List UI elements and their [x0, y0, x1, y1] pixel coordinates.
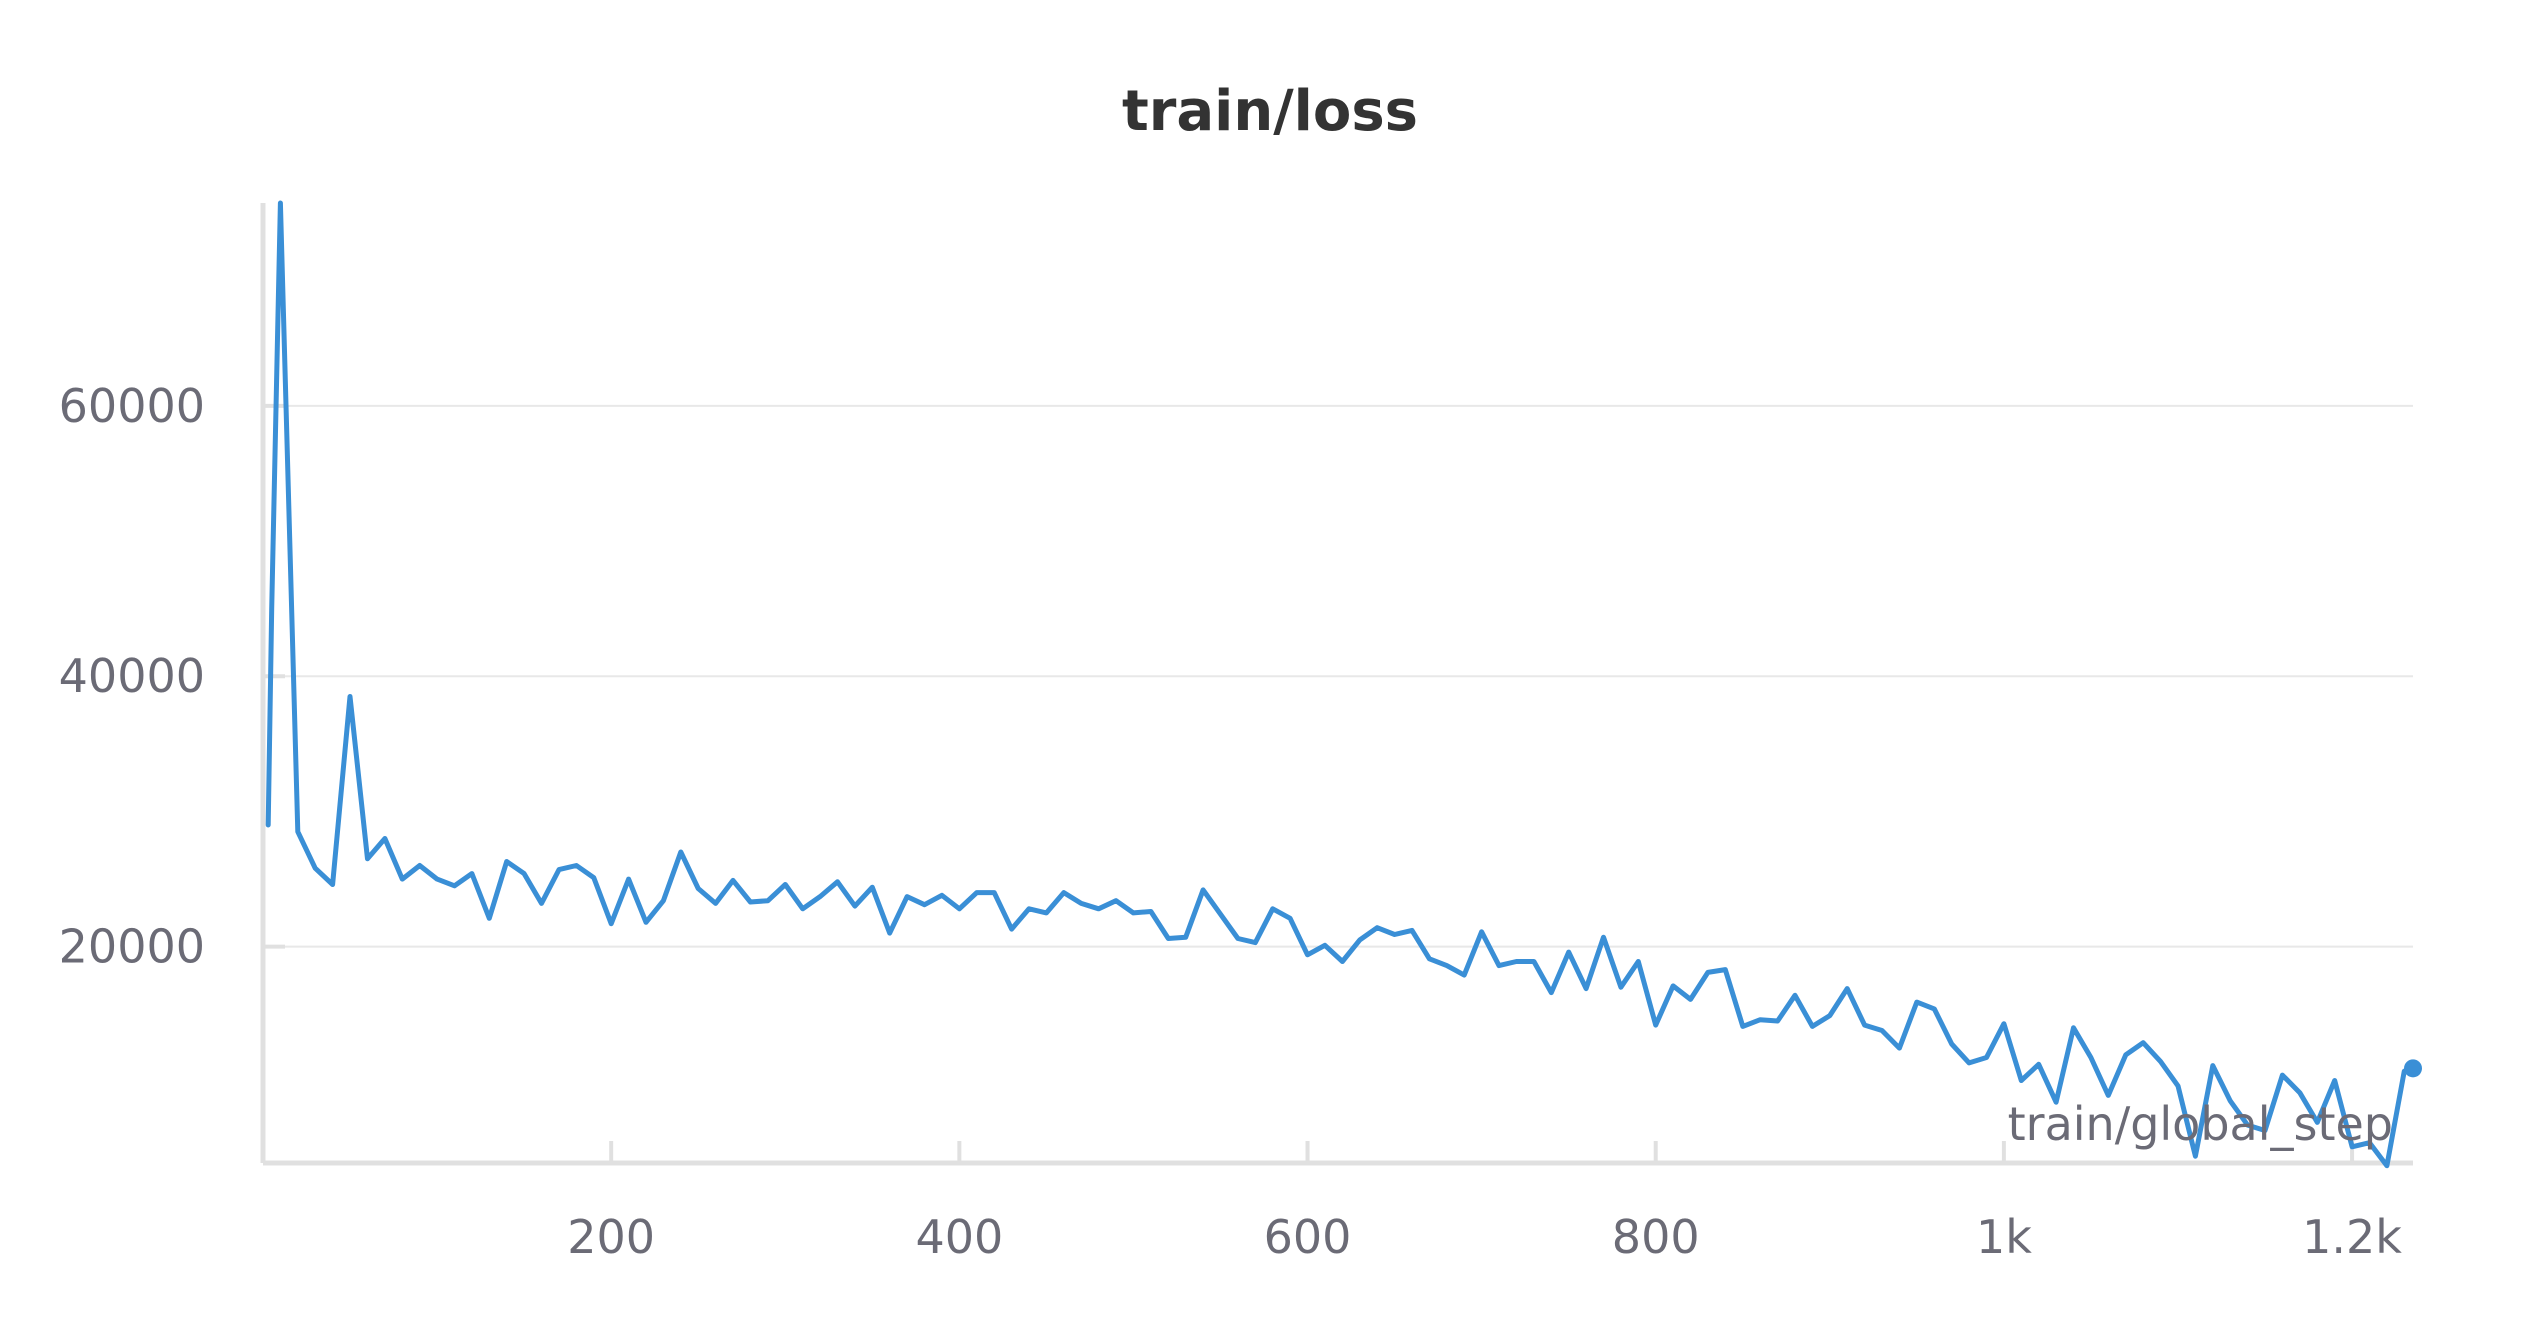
y-ticks: 20000 40000 60000	[59, 379, 285, 974]
axes	[260, 203, 2413, 1166]
x-tick-label: 800	[1612, 1210, 1700, 1264]
chart-title: train/loss	[1122, 79, 1418, 144]
x-axis-label: train/global_step	[2008, 1097, 2393, 1151]
x-ticks: 200 400 600 800 1k 1.2k	[567, 1141, 2402, 1264]
series-line	[265, 200, 2416, 1169]
series-group	[265, 200, 2422, 1169]
series-end-point	[2404, 1059, 2422, 1078]
x-tick-label: 1.2k	[2302, 1210, 2402, 1264]
x-tick-label: 400	[915, 1210, 1003, 1264]
grid-lines	[263, 404, 2413, 948]
x-tick-label: 600	[1264, 1210, 1352, 1264]
y-tick-label: 20000	[59, 920, 205, 974]
x-tick-label: 200	[567, 1210, 655, 1264]
y-tick-label: 40000	[59, 649, 205, 703]
y-tick-label: 60000	[59, 379, 205, 433]
x-tick-label: 1k	[1976, 1210, 2032, 1264]
